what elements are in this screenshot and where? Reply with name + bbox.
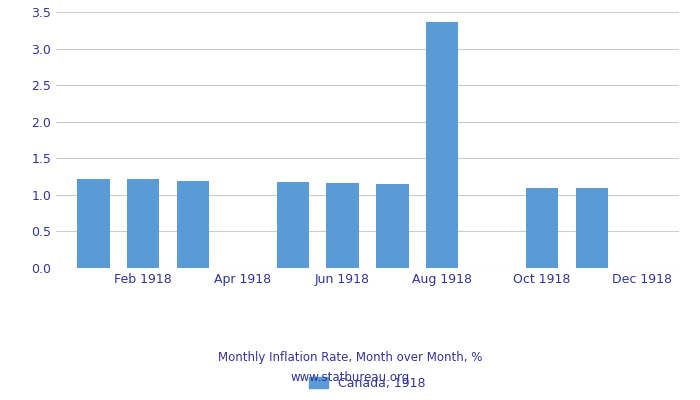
Legend: Canada, 1918: Canada, 1918 bbox=[304, 372, 430, 395]
Bar bbox=[127, 180, 160, 268]
Bar bbox=[376, 184, 409, 268]
Bar bbox=[326, 183, 359, 268]
Text: Monthly Inflation Rate, Month over Month, %: Monthly Inflation Rate, Month over Month… bbox=[218, 352, 482, 364]
Bar bbox=[177, 181, 209, 268]
Bar bbox=[526, 188, 558, 268]
Text: www.statbureau.org: www.statbureau.org bbox=[290, 372, 410, 384]
Bar bbox=[77, 179, 110, 268]
Bar bbox=[575, 188, 608, 268]
Bar bbox=[276, 182, 309, 268]
Bar bbox=[426, 22, 459, 268]
